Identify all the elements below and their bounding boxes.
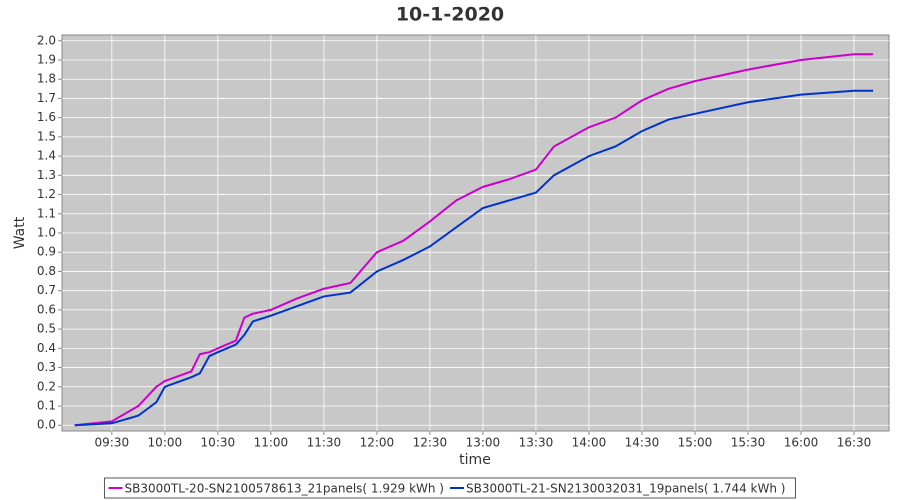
y-tick-label: 0.1	[37, 399, 56, 413]
y-tick-label: 0.7	[37, 283, 56, 297]
x-tick-label: 15:30	[731, 436, 766, 450]
y-tick-label: 0.6	[37, 302, 56, 316]
x-axis-label: time	[459, 452, 491, 468]
x-tick-label: 13:30	[519, 436, 554, 450]
y-tick-label: 1.2	[37, 187, 56, 201]
y-tick-label: 1.4	[37, 149, 56, 163]
x-tick-label: 12:00	[360, 436, 395, 450]
y-tick-label: 1.7	[37, 91, 56, 105]
y-tick-label: 2.0	[37, 33, 56, 47]
legend-label: SB3000TL-20-SN2100578613_21panels( 1.929…	[125, 482, 444, 496]
y-tick-label: 0.5	[37, 322, 56, 336]
y-tick-label: 0.9	[37, 245, 56, 259]
y-axis-label: Watt	[12, 216, 28, 249]
y-tick-label: 1.3	[37, 168, 56, 182]
x-tick-label: 13:00	[466, 436, 501, 450]
x-tick-label: 14:30	[625, 436, 660, 450]
legend-label: SB3000TL-21-SN2130032031_19panels( 1.744…	[466, 482, 785, 496]
y-tick-label: 0.4	[37, 341, 56, 355]
x-tick-label: 14:00	[572, 436, 607, 450]
series-line	[74, 89, 874, 427]
y-tick-label: 0.8	[37, 264, 56, 278]
y-tick-label: 1.0	[37, 226, 56, 240]
x-tick-label: 10:00	[148, 436, 183, 450]
x-tick-label: 16:00	[784, 436, 819, 450]
chart-title: 10-1-2020	[396, 4, 504, 26]
x-tick-label: 16:30	[837, 436, 872, 450]
y-tick-label: 0.0	[37, 418, 56, 432]
x-tick-label: 11:00	[254, 436, 289, 450]
x-tick-label: 10:30	[201, 436, 236, 450]
y-tick-label: 1.8	[37, 72, 56, 86]
y-tick-label: 1.6	[37, 110, 56, 124]
x-tick-label: 15:00	[678, 436, 713, 450]
y-tick-label: 1.9	[37, 52, 56, 66]
y-tick-label: 1.5	[37, 129, 56, 143]
series-line	[74, 53, 874, 427]
y-tick-label: 0.2	[37, 379, 56, 393]
y-tick-label: 1.1	[37, 206, 56, 220]
y-tick-label: 0.3	[37, 360, 56, 374]
x-tick-label: 09:30	[95, 436, 130, 450]
x-tick-label: 12:30	[413, 436, 448, 450]
x-tick-label: 11:30	[307, 436, 342, 450]
